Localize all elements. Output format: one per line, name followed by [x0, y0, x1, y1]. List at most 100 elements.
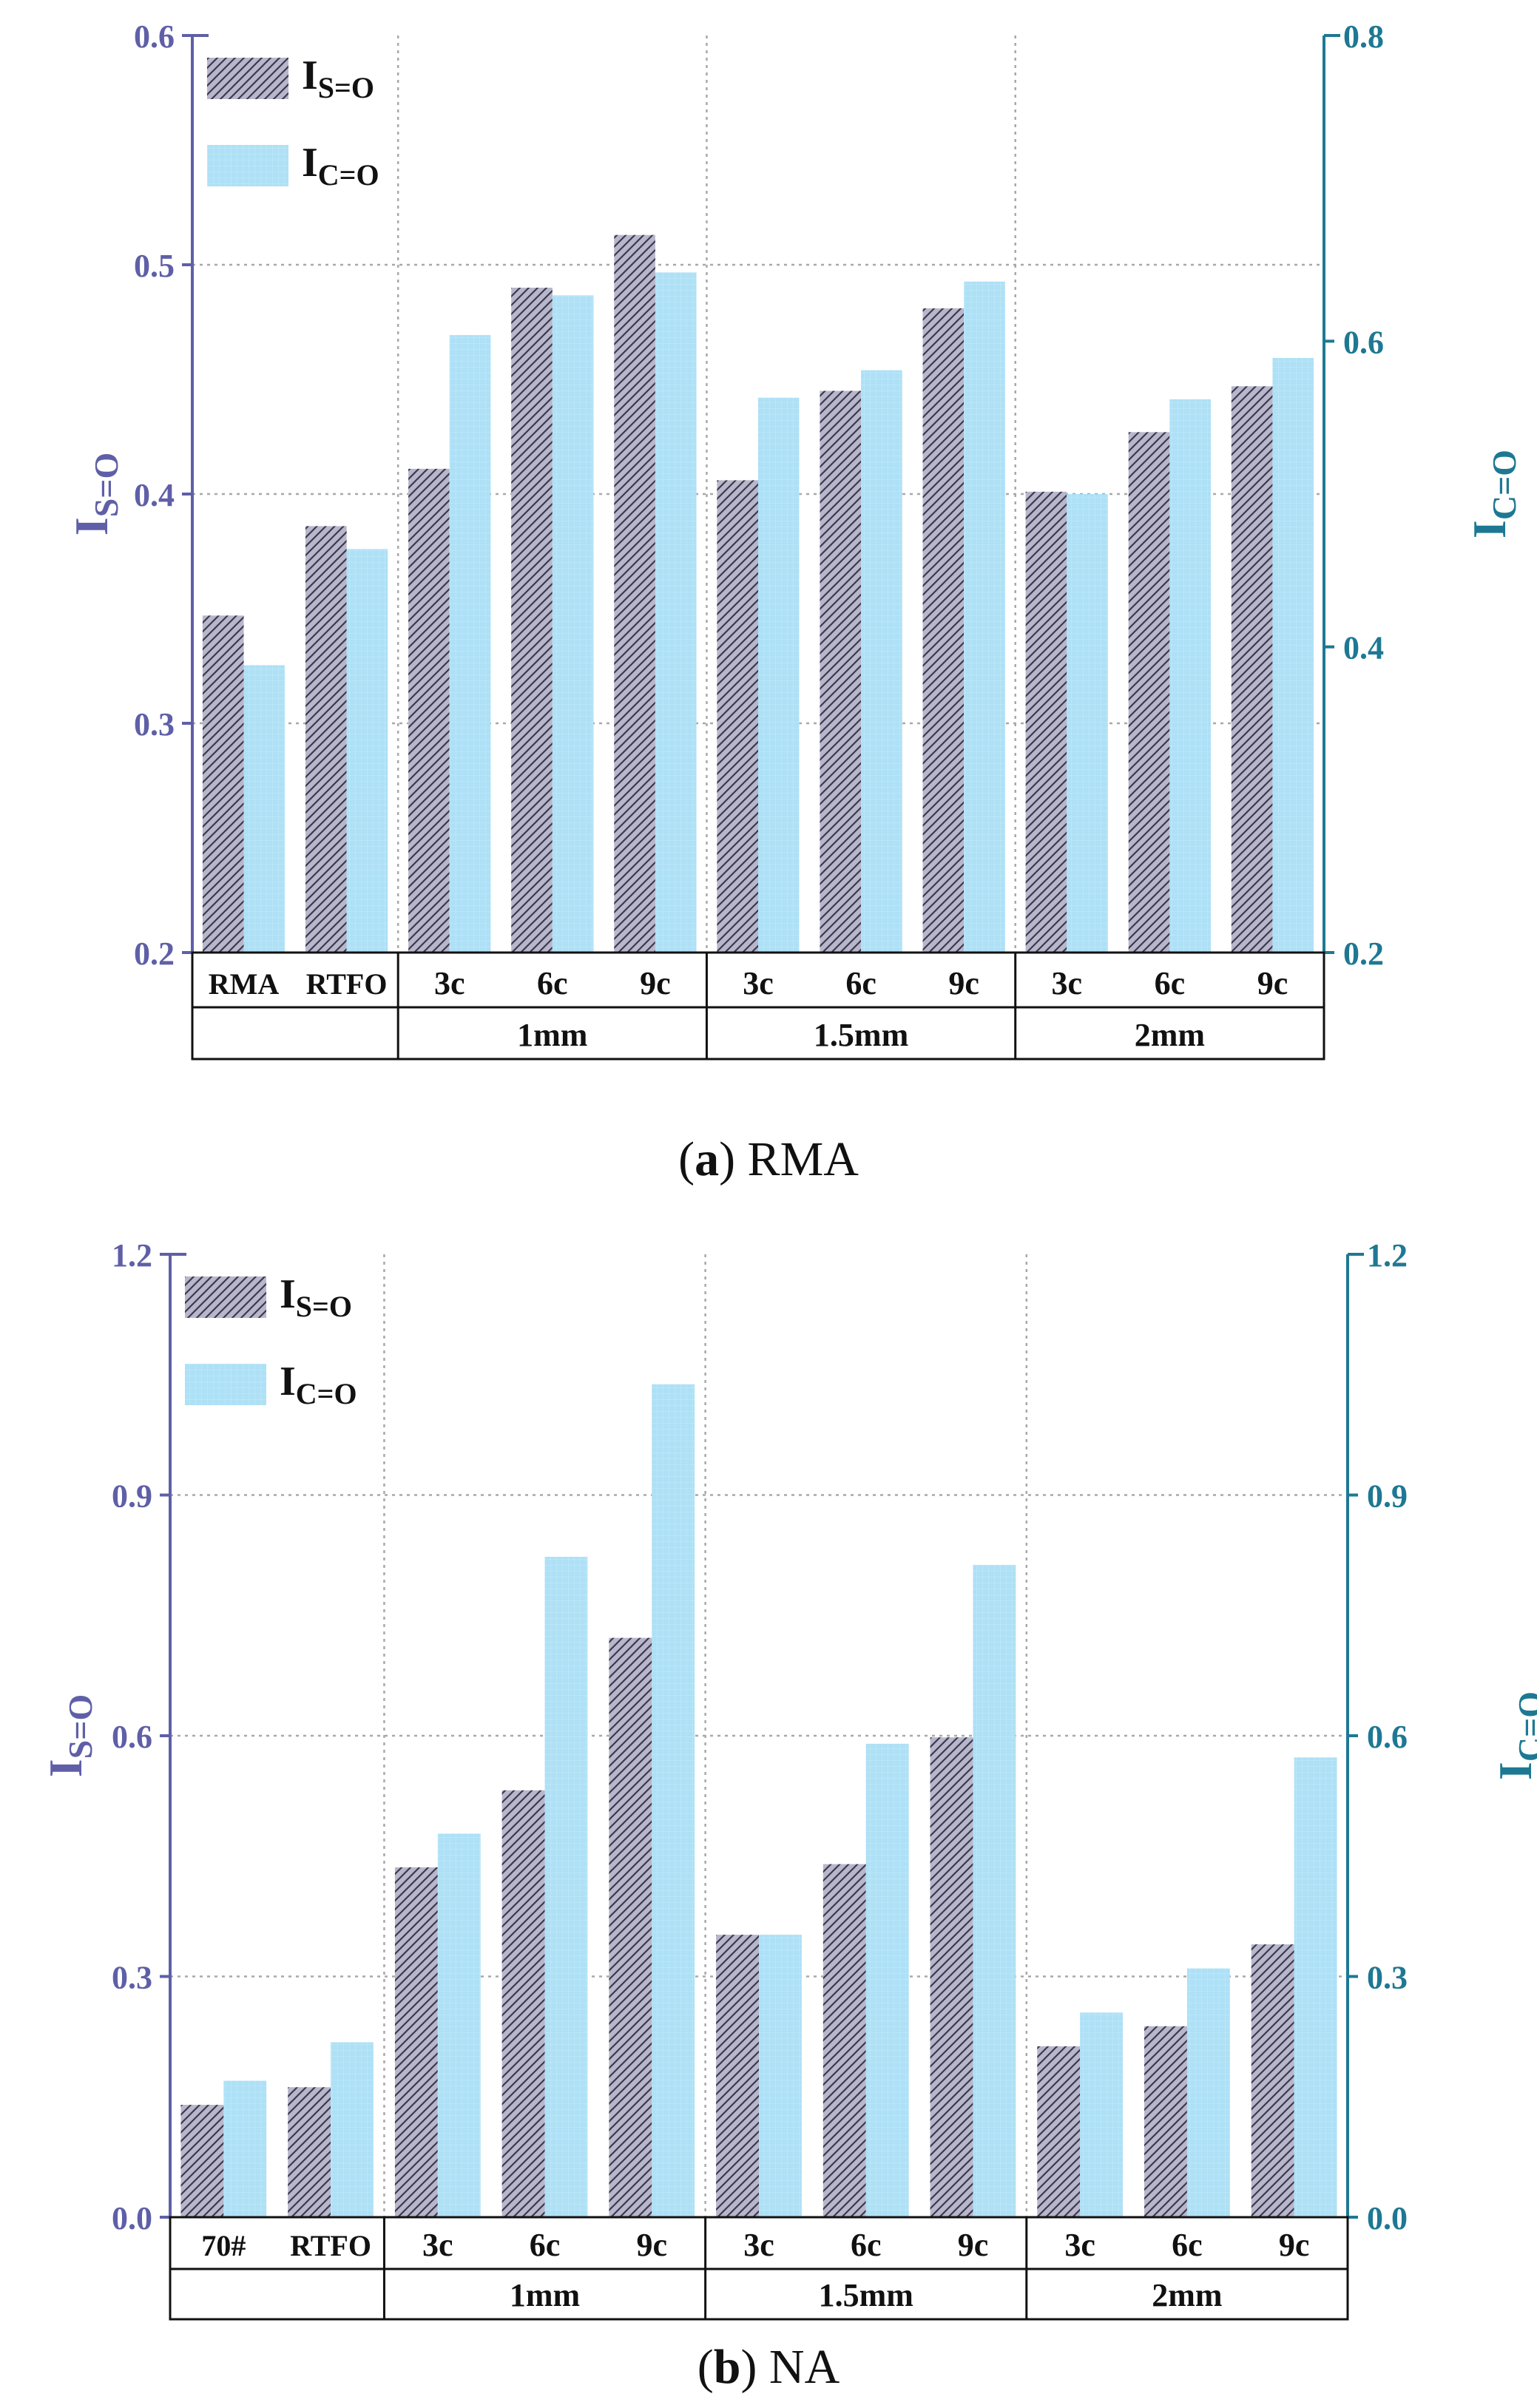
chart-rma: 0.2 0.3 0.4 0.5 0.6 0.2 0.4 0.6 0.8 IS=O IC=O 1mm 1.…: [65, 18, 1523, 1061]
caption-open: (: [678, 1132, 695, 1186]
group-label: 1mm: [510, 2277, 580, 2313]
bar-s-o: [501, 1790, 545, 2217]
bar-s-o: [180, 2105, 224, 2217]
bar-s-o: [822, 1864, 866, 2217]
right-tick-label: 0.6: [1367, 1719, 1408, 1755]
caption-na: (b) NA: [0, 2339, 1537, 2395]
bar-s-o: [1231, 386, 1273, 953]
category-label: 6c: [851, 2227, 882, 2263]
caption-letter: b: [713, 2340, 741, 2394]
bar-c-o: [1169, 399, 1211, 953]
chart-na: 0.0 0.3 0.6 0.9 1.2 0.0 0.3 0.6 0.9 1.2 IS=O IC=O 1m…: [39, 1237, 1537, 2321]
left-tick-label: 0.9: [112, 1478, 152, 1515]
category-label: 6c: [1172, 2227, 1203, 2263]
bar-c-o: [1186, 1968, 1230, 2217]
category-label: 9c: [1279, 2227, 1310, 2263]
bar-s-o: [1037, 2046, 1081, 2217]
right-tick-label: 0.3: [1367, 1960, 1408, 1996]
bar-s-o: [614, 234, 655, 953]
category-label: 6c: [530, 2227, 561, 2263]
left-axis-title: IS=O: [65, 453, 125, 535]
legend-label-s-o: IS=O: [302, 53, 374, 104]
legend-label-c-o: IC=O: [302, 140, 379, 192]
right-tick-label: 0.0: [1367, 2200, 1408, 2236]
bar-c-o: [544, 1557, 588, 2217]
bar-s-o: [1251, 1944, 1294, 2217]
group-label: 2mm: [1135, 1017, 1205, 1053]
category-label: 3c: [1064, 2227, 1095, 2263]
right-tick-label: 0.9: [1367, 1478, 1408, 1515]
bar-c-o: [1294, 1757, 1337, 2217]
bar-c-o: [449, 335, 491, 953]
bar-s-o: [1025, 491, 1067, 953]
category-label: 3c: [743, 2227, 774, 2263]
left-tick-label: 0.3: [134, 706, 175, 743]
bar-s-o: [1128, 432, 1170, 953]
category-label: 6c: [845, 965, 876, 1001]
category-label: 9c: [1257, 965, 1288, 1001]
category-label: 70#: [201, 2229, 246, 2262]
bar-c-o: [223, 2080, 267, 2217]
category-table-border: [191, 951, 1325, 1061]
bar-s-o: [1144, 2026, 1187, 2217]
right-tick-label: 1.2: [1367, 1237, 1408, 1274]
category-label: 3c: [434, 965, 465, 1001]
bar-s-o: [305, 526, 347, 953]
bar-c-o: [655, 272, 697, 953]
chart-panel-na: 0.0 0.3 0.6 0.9 1.2 0.0 0.3 0.6 0.9 1.2 IS=O IC=O 1m…: [0, 1204, 1537, 2408]
legend-label-c-o: IC=O: [280, 1359, 357, 1410]
bar-c-o: [652, 1384, 695, 2217]
bar-s-o: [820, 390, 862, 953]
bar-c-o: [758, 397, 800, 953]
bar-c-o: [437, 1833, 481, 2217]
bar-s-o: [511, 288, 553, 953]
left-tick-label: 0.6: [112, 1719, 152, 1755]
bar-c-o: [552, 295, 594, 953]
caption-rma: (a) RMA: [0, 1132, 1537, 1188]
left-tick-label: 0.3: [112, 1960, 152, 1996]
category-label: 6c: [1155, 965, 1186, 1001]
left-axis-title: IS=O: [39, 1694, 99, 1777]
category-label: 9c: [640, 965, 671, 1001]
category-label: RTFO: [306, 967, 388, 1001]
bar-s-o: [408, 468, 450, 953]
left-tick-label: 0.0: [112, 2200, 152, 2236]
group-label: 1mm: [517, 1017, 587, 1053]
legend-label-s-o: IS=O: [280, 1271, 352, 1323]
group-label: 1.5mm: [814, 1017, 908, 1053]
category-label: RMA: [209, 967, 280, 1001]
bar-c-o: [331, 2042, 374, 2217]
right-axis-title: IC=O: [1463, 450, 1523, 538]
caption-text: RMA: [735, 1132, 859, 1186]
legend-swatch-c-o: [185, 1364, 266, 1405]
bar-s-o: [716, 1935, 759, 2217]
caption-text: NA: [757, 2340, 840, 2394]
category-label: 3c: [422, 2227, 453, 2263]
legend-swatch-s-o: [185, 1276, 266, 1318]
legend-swatch-s-o: [207, 58, 288, 99]
caption-open: (: [697, 2340, 714, 2394]
caption-close: ): [719, 1132, 736, 1186]
bar-s-o: [922, 308, 965, 953]
bar-c-o: [973, 1564, 1016, 2217]
bar-c-o: [964, 281, 1005, 953]
left-tick-label: 0.4: [134, 477, 175, 513]
category-label: 3c: [1052, 965, 1083, 1001]
bar-c-o: [865, 1743, 909, 2217]
bar-s-o: [202, 615, 244, 953]
left-tick-label: 0.5: [134, 248, 175, 284]
bar-s-o: [394, 1867, 438, 2217]
right-axis-title: IC=O: [1489, 1691, 1537, 1780]
caption-letter: a: [695, 1132, 720, 1186]
group-label: 1.5mm: [819, 2277, 913, 2313]
bar-c-o: [243, 665, 286, 953]
category-label: 3c: [743, 965, 774, 1001]
bar-c-o: [1080, 2012, 1124, 2217]
bar-s-o: [930, 1737, 973, 2217]
category-label: 9c: [948, 965, 979, 1001]
right-tick-label: 0.6: [1343, 324, 1384, 360]
left-tick-label: 0.2: [134, 936, 175, 972]
category-label: 9c: [958, 2227, 989, 2263]
caption-close: ): [740, 2340, 757, 2394]
category-label: RTFO: [290, 2229, 371, 2262]
